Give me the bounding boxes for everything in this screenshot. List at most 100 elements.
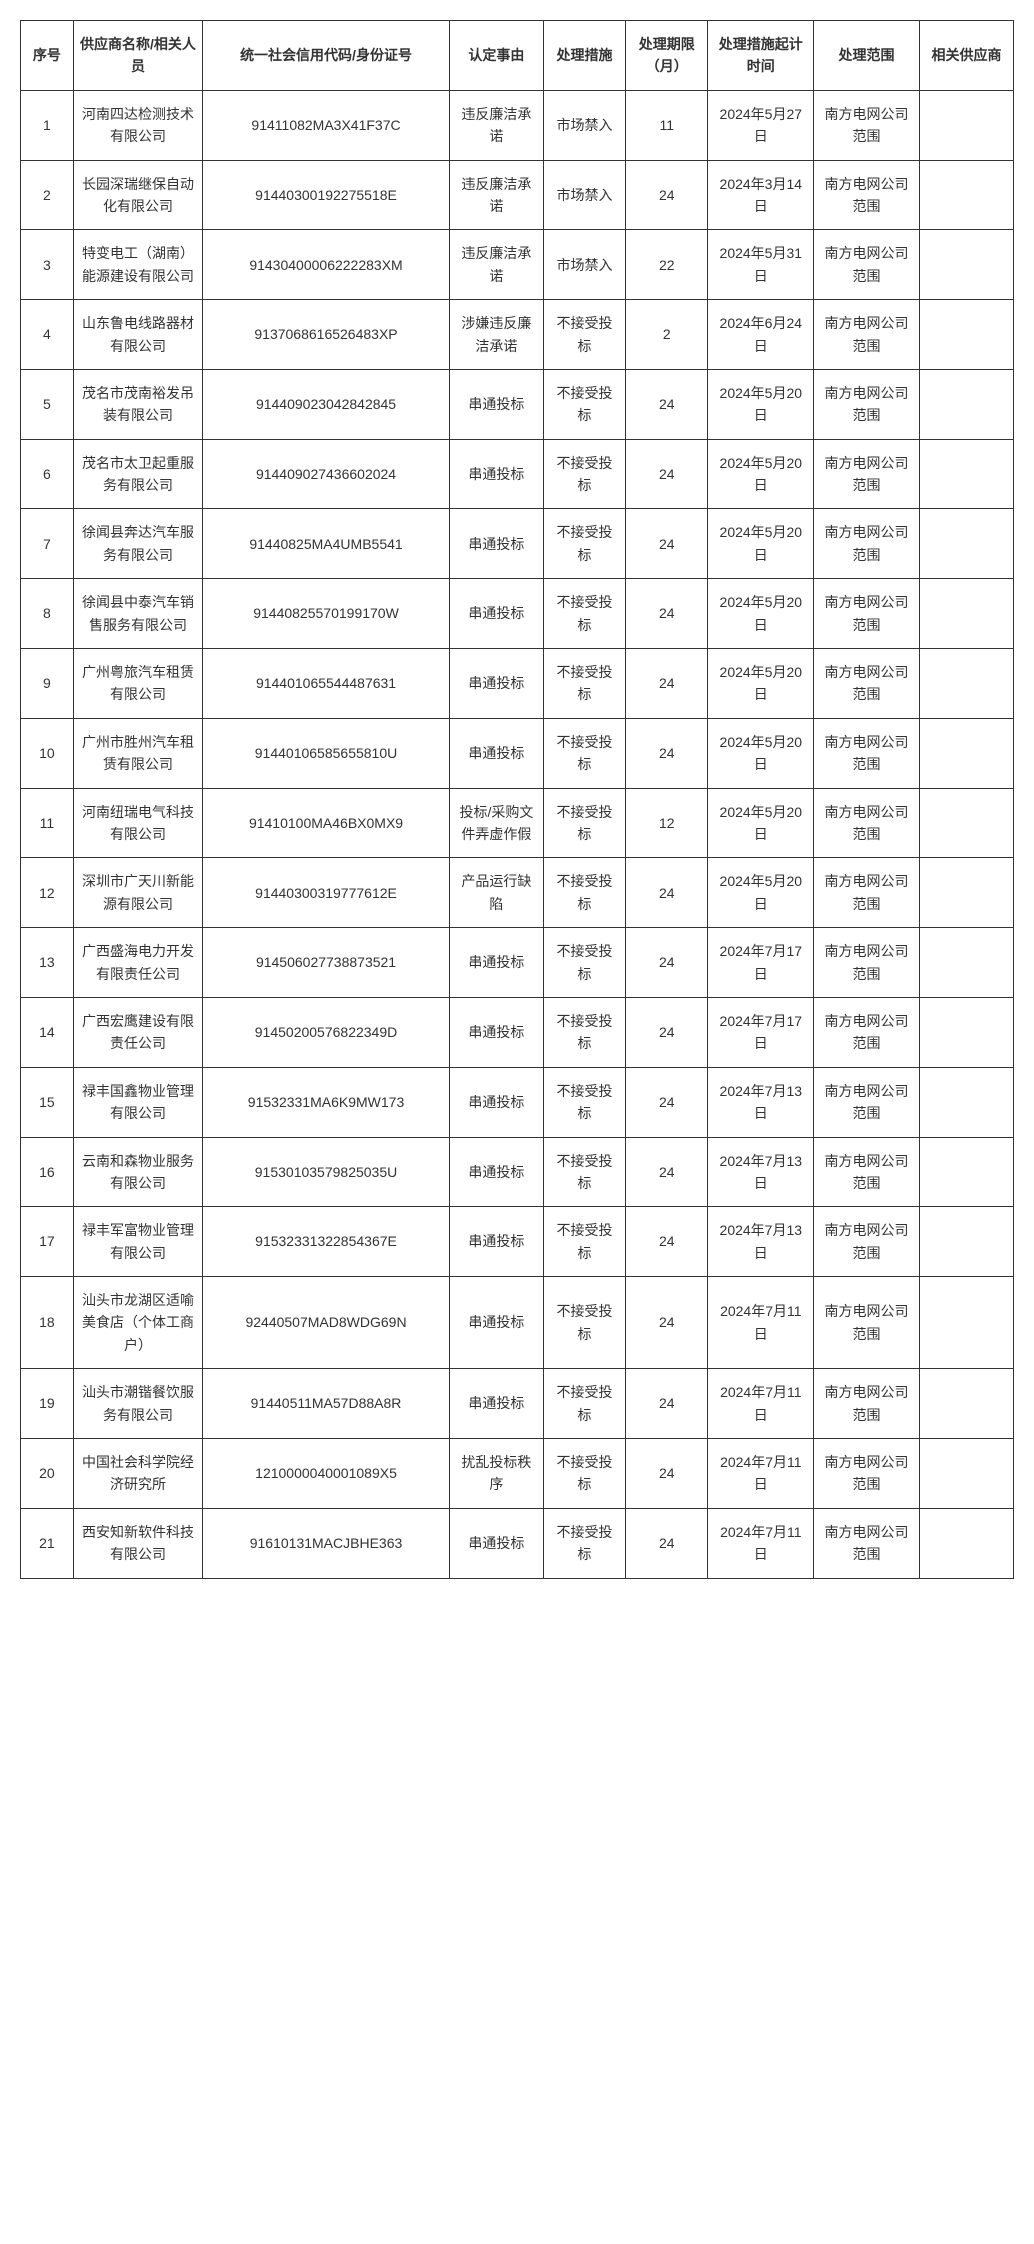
cell-code: 92440507MAD8WDG69N [203, 1277, 450, 1369]
cell-reason: 串通投标 [449, 439, 543, 509]
cell-measure: 不接受投标 [543, 509, 625, 579]
cell-reason: 串通投标 [449, 649, 543, 719]
cell-related [919, 1137, 1013, 1207]
header-reason: 认定事由 [449, 21, 543, 91]
cell-measure: 不接受投标 [543, 858, 625, 928]
table-row: 18汕头市龙湖区适喻美食店（个体工商户）92440507MAD8WDG69N串通… [21, 1277, 1014, 1369]
cell-related [919, 997, 1013, 1067]
table-row: 16云南和森物业服务有限公司91530103579825035U串通投标不接受投… [21, 1137, 1014, 1207]
cell-period: 24 [626, 718, 708, 788]
cell-start: 2024年5月20日 [708, 369, 814, 439]
cell-period: 24 [626, 858, 708, 928]
cell-reason: 串通投标 [449, 509, 543, 579]
cell-start: 2024年5月20日 [708, 579, 814, 649]
cell-measure: 不接受投标 [543, 997, 625, 1067]
cell-period: 2 [626, 300, 708, 370]
cell-start: 2024年5月20日 [708, 439, 814, 509]
cell-code: 91430400006222283XM [203, 230, 450, 300]
cell-scope: 南方电网公司范围 [814, 160, 920, 230]
cell-name: 深圳市广天川新能源有限公司 [73, 858, 202, 928]
cell-seq: 3 [21, 230, 74, 300]
cell-code: 91440300319777612E [203, 858, 450, 928]
cell-period: 12 [626, 788, 708, 858]
cell-code: 914401065544487631 [203, 649, 450, 719]
cell-related [919, 1369, 1013, 1439]
table-row: 3特变电工（湖南）能源建设有限公司91430400006222283XM违反廉洁… [21, 230, 1014, 300]
table-row: 11河南纽瑞电气科技有限公司91410100MA46BX0MX9投标/采购文件弄… [21, 788, 1014, 858]
cell-scope: 南方电网公司范围 [814, 1277, 920, 1369]
cell-reason: 串通投标 [449, 718, 543, 788]
cell-code: 91532331322854367E [203, 1207, 450, 1277]
cell-measure: 不接受投标 [543, 1137, 625, 1207]
cell-scope: 南方电网公司范围 [814, 230, 920, 300]
cell-seq: 19 [21, 1369, 74, 1439]
table-row: 17禄丰军富物业管理有限公司91532331322854367E串通投标不接受投… [21, 1207, 1014, 1277]
cell-measure: 不接受投标 [543, 1369, 625, 1439]
cell-scope: 南方电网公司范围 [814, 858, 920, 928]
cell-measure: 不接受投标 [543, 1277, 625, 1369]
cell-related [919, 928, 1013, 998]
table-row: 14广西宏鹰建设有限责任公司91450200576822349D串通投标不接受投… [21, 997, 1014, 1067]
cell-name: 西安知新软件科技有限公司 [73, 1508, 202, 1578]
cell-related [919, 718, 1013, 788]
cell-start: 2024年7月13日 [708, 1137, 814, 1207]
cell-start: 2024年3月14日 [708, 160, 814, 230]
cell-reason: 串通投标 [449, 369, 543, 439]
cell-seq: 21 [21, 1508, 74, 1578]
supplier-penalty-table: 序号 供应商名称/相关人员 统一社会信用代码/身份证号 认定事由 处理措施 处理… [20, 20, 1014, 1579]
cell-reason: 串通投标 [449, 928, 543, 998]
cell-measure: 市场禁入 [543, 90, 625, 160]
cell-code: 914409027436602024 [203, 439, 450, 509]
cell-reason: 串通投标 [449, 1207, 543, 1277]
cell-code: 91440511MA57D88A8R [203, 1369, 450, 1439]
cell-seq: 8 [21, 579, 74, 649]
cell-scope: 南方电网公司范围 [814, 1439, 920, 1509]
cell-name: 云南和森物业服务有限公司 [73, 1137, 202, 1207]
cell-reason: 违反廉洁承诺 [449, 160, 543, 230]
table-body: 1河南四达检测技术有限公司91411082MA3X41F37C违反廉洁承诺市场禁… [21, 90, 1014, 1578]
cell-scope: 南方电网公司范围 [814, 718, 920, 788]
cell-name: 茂名市太卫起重服务有限公司 [73, 439, 202, 509]
cell-reason: 扰乱投标秩序 [449, 1439, 543, 1509]
cell-reason: 串通投标 [449, 579, 543, 649]
cell-measure: 不接受投标 [543, 1067, 625, 1137]
cell-code: 9137068616526483XP [203, 300, 450, 370]
cell-scope: 南方电网公司范围 [814, 1207, 920, 1277]
cell-start: 2024年7月11日 [708, 1277, 814, 1369]
cell-related [919, 300, 1013, 370]
header-measure: 处理措施 [543, 21, 625, 91]
cell-start: 2024年5月20日 [708, 509, 814, 579]
cell-measure: 不接受投标 [543, 788, 625, 858]
cell-scope: 南方电网公司范围 [814, 369, 920, 439]
cell-start: 2024年5月31日 [708, 230, 814, 300]
cell-period: 24 [626, 1277, 708, 1369]
header-code: 统一社会信用代码/身份证号 [203, 21, 450, 91]
cell-period: 24 [626, 579, 708, 649]
cell-start: 2024年6月24日 [708, 300, 814, 370]
table-row: 8徐闻县中泰汽车销售服务有限公司9144082557019​9170W串通投标不… [21, 579, 1014, 649]
cell-code: 91532331MA6K9MW173 [203, 1067, 450, 1137]
cell-scope: 南方电网公司范围 [814, 509, 920, 579]
cell-period: 24 [626, 1137, 708, 1207]
cell-seq: 1 [21, 90, 74, 160]
cell-reason: 投标/采购文件弄虚作假 [449, 788, 543, 858]
cell-measure: 不接受投标 [543, 369, 625, 439]
cell-code: 1210000040001089X5 [203, 1439, 450, 1509]
cell-measure: 不接受投标 [543, 579, 625, 649]
cell-name: 广西宏鹰建设有限责任公司 [73, 997, 202, 1067]
table-row: 1河南四达检测技术有限公司91411082MA3X41F37C违反廉洁承诺市场禁… [21, 90, 1014, 160]
table-row: 15禄丰国鑫物业管理有限公司91532331MA6K9MW173串通投标不接受投… [21, 1067, 1014, 1137]
cell-reason: 违反廉洁承诺 [449, 90, 543, 160]
cell-name: 长园深瑞继保自动化有限公司 [73, 160, 202, 230]
cell-code: 9144082557019​9170W [203, 579, 450, 649]
cell-seq: 4 [21, 300, 74, 370]
cell-name: 徐闻县奔达汽车服务有限公司 [73, 509, 202, 579]
table-row: 19汕头市潮锴餐饮服务有限公司91440511MA57D88A8R串通投标不接受… [21, 1369, 1014, 1439]
cell-code: 91440300192275518E [203, 160, 450, 230]
cell-measure: 不接受投标 [543, 1439, 625, 1509]
cell-period: 11 [626, 90, 708, 160]
cell-measure: 市场禁入 [543, 160, 625, 230]
cell-period: 24 [626, 509, 708, 579]
cell-start: 2024年7月11日 [708, 1508, 814, 1578]
cell-period: 24 [626, 1439, 708, 1509]
